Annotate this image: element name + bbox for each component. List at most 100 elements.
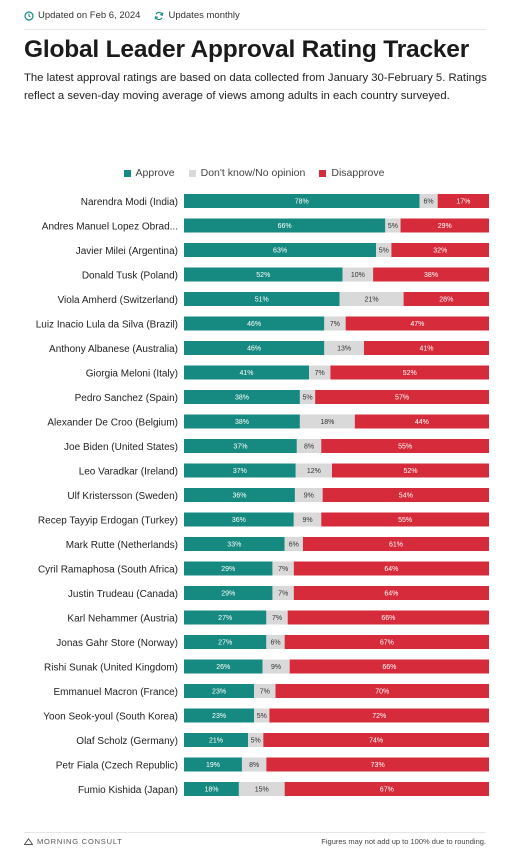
bar-dontknow: [284, 537, 303, 551]
legend-dontknow: Don't know/No opinion: [188, 167, 305, 179]
data-label-disapprove: 38%: [424, 272, 438, 279]
data-label-approve: 36%: [232, 517, 246, 524]
data-label-disapprove: 66%: [381, 615, 395, 622]
data-label-dontknow: 7%: [272, 615, 282, 622]
bar-disapprove: [331, 463, 489, 478]
refresh-icon: [155, 11, 164, 20]
chart-row: Giorgia Meloni (Italy) 41% 7% 52%: [86, 365, 489, 380]
bar-approve: [184, 316, 325, 331]
category-label: Mark Rutte (Netherlands): [66, 540, 178, 551]
bar-approve: [184, 733, 249, 747]
data-label-disapprove: 72%: [372, 713, 386, 720]
legend-disapprove-label: Disapprove: [331, 167, 385, 179]
data-label-dontknow: 7%: [278, 566, 288, 573]
legend: Approve Don't know/No opinion Disapprove: [0, 167, 508, 179]
bar-dontknow: [241, 757, 267, 772]
data-label-disapprove: 55%: [398, 517, 412, 524]
category-label: Joe Biden (United States): [64, 442, 178, 453]
chart-row: Jonas Gahr Store (Norway) 27% 6% 67%: [56, 635, 489, 649]
data-label-dontknow: 6%: [270, 640, 280, 647]
bar-dontknow: [266, 610, 288, 625]
chart-row: Alexander De Croo (Belgium) 38% 18% 44%: [47, 414, 489, 429]
legend-disapprove: Disapprove: [319, 167, 384, 179]
data-label-dontknow: 7%: [315, 370, 325, 377]
bar-disapprove: [321, 512, 489, 527]
data-label-disapprove: 57%: [395, 395, 409, 402]
chart-row: Luiz Inacio Lula da Silva (Brazil) 46% 7% 4…: [36, 316, 489, 331]
bar-approve: [184, 757, 242, 772]
data-label-approve: 23%: [212, 689, 226, 696]
data-label-disapprove: 70%: [375, 689, 389, 696]
data-label-dontknow: 5%: [379, 248, 389, 255]
bar-disapprove: [293, 586, 489, 600]
bar-disapprove: [330, 365, 489, 380]
data-label-disapprove: 17%: [456, 199, 470, 206]
bar-disapprove: [354, 414, 489, 429]
bar-approve: [184, 243, 377, 257]
bar-disapprove: [400, 218, 489, 233]
data-label-dontknow: 9%: [304, 493, 314, 500]
clock-icon: [24, 10, 34, 21]
data-label-approve: 19%: [206, 762, 220, 769]
bar-disapprove: [403, 292, 489, 306]
bar-approve: [184, 512, 294, 527]
data-label-disapprove: 52%: [403, 468, 417, 475]
data-label-disapprove: 52%: [403, 370, 417, 377]
data-label-approve: 29%: [221, 591, 235, 598]
bar-disapprove: [321, 439, 489, 453]
data-label-approve: 37%: [233, 468, 247, 475]
category-label: Donald Tusk (Poland): [82, 270, 178, 281]
chart-row: Fumio Kishida (Japan) 18% 15% 67%: [78, 782, 489, 796]
bar-dontknow: [272, 561, 294, 576]
category-label: Cyril Ramaphosa (South Africa): [38, 564, 178, 575]
bar-approve: [184, 659, 263, 674]
approval-bar-chart: Narendra Modi (India) 78% 6% 17% Andres Manu…: [36, 194, 489, 796]
bar-approve: [184, 635, 267, 649]
data-label-dontknow: 5%: [251, 738, 261, 745]
chart-subtitle: The latest approval ratings are based on…: [24, 72, 487, 102]
category-label: Justin Trudeau (Canada): [68, 589, 178, 600]
legend-dontknow-swatch: [188, 169, 196, 177]
category-label: Recep Tayyip Erdogan (Turkey): [38, 515, 178, 526]
category-label: Jonas Gahr Store (Norway): [56, 638, 178, 649]
bar-approve: [184, 267, 343, 282]
category-label: Viola Amherd (Switzerland): [58, 295, 178, 306]
data-label-dontknow: 8%: [249, 762, 259, 769]
category-label: Yoon Seok-youl (South Korea): [43, 711, 178, 722]
bar-approve: [184, 390, 300, 404]
bar-dontknow: [262, 659, 290, 674]
chart-row: Joe Biden (United States) 37% 8% 55%: [64, 439, 489, 453]
legend-disapprove-swatch: [319, 169, 327, 177]
category-label: Giorgia Meloni (Italy): [86, 368, 178, 379]
bar-dontknow: [309, 365, 331, 380]
category-label: Leo Varadkar (Ireland): [79, 466, 178, 477]
data-label-approve: 21%: [209, 738, 223, 745]
data-label-dontknow: 13%: [337, 346, 351, 353]
bar-dontknow: [293, 512, 322, 527]
category-label: Anthony Albanese (Australia): [49, 344, 178, 355]
data-label-dontknow: 6%: [289, 542, 299, 549]
bar-dontknow: [295, 463, 332, 478]
bar-approve: [184, 610, 267, 625]
category-label: Pedro Sanchez (Spain): [75, 393, 178, 404]
chart-row: Emmanuel Macron (France) 23% 7% 70%: [54, 684, 489, 698]
data-label-disapprove: 41%: [419, 346, 433, 353]
chart-row: Justin Trudeau (Canada) 29% 7% 64%: [68, 586, 489, 600]
data-label-dontknow: 8%: [304, 444, 314, 451]
rounding-note: Figures may not add up to 100% due to ro…: [321, 837, 486, 846]
bar-dontknow: [342, 267, 374, 282]
bar-disapprove: [437, 194, 489, 208]
bar-approve: [184, 365, 310, 380]
category-label: Fumio Kishida (Japan): [78, 785, 178, 796]
category-label: Andres Manuel Lopez Obrad...: [42, 221, 178, 232]
chart-row: Petr Fiala (Czech Republic) 19% 8% 73%: [56, 757, 489, 772]
data-label-disapprove: 61%: [389, 542, 403, 549]
top-divider: [24, 29, 486, 30]
data-label-disapprove: 64%: [384, 591, 398, 598]
legend-approve-swatch: [123, 169, 131, 177]
category-label: Emmanuel Macron (France): [54, 687, 178, 698]
chart-row: Viola Amherd (Switzerland) 51% 21% 28%: [58, 292, 489, 306]
bar-disapprove: [269, 708, 489, 723]
data-label-approve: 27%: [218, 615, 232, 622]
chart-row: Cyril Ramaphosa (South Africa) 29% 7% 64%: [38, 561, 489, 576]
